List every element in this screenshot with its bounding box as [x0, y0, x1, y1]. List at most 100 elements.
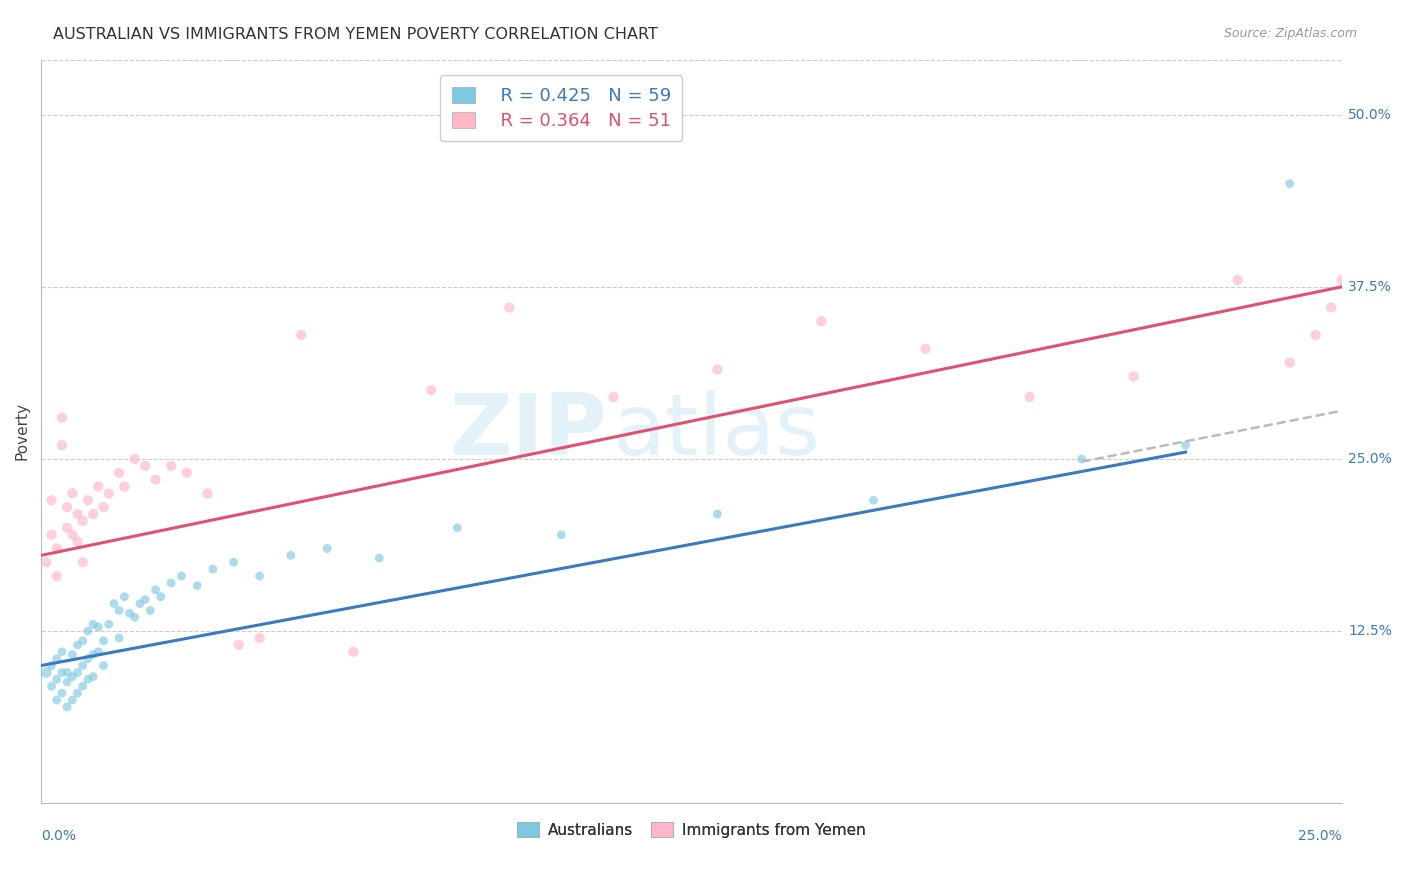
Point	[1278, 177, 1301, 191]
Point	[77, 624, 100, 639]
Text: 25.0%: 25.0%	[1298, 830, 1341, 843]
Point	[72, 555, 94, 569]
Point	[862, 493, 884, 508]
Point	[149, 590, 172, 604]
Point	[498, 301, 520, 315]
Text: 50.0%: 50.0%	[1348, 108, 1392, 121]
Text: ZIP: ZIP	[449, 390, 607, 473]
Point	[51, 686, 73, 700]
Text: AUSTRALIAN VS IMMIGRANTS FROM YEMEN POVERTY CORRELATION CHART: AUSTRALIAN VS IMMIGRANTS FROM YEMEN POVE…	[53, 27, 658, 42]
Point	[108, 466, 131, 480]
Point	[186, 579, 208, 593]
Point	[118, 606, 141, 620]
Point	[160, 576, 183, 591]
Point	[706, 362, 728, 376]
Point	[60, 527, 83, 541]
Text: Source: ZipAtlas.com: Source: ZipAtlas.com	[1223, 27, 1357, 40]
Point	[602, 390, 624, 404]
Point	[706, 507, 728, 521]
Point	[60, 669, 83, 683]
Point	[72, 514, 94, 528]
Point	[342, 645, 364, 659]
Point	[124, 452, 146, 467]
Point	[56, 521, 79, 535]
Point	[1122, 369, 1144, 384]
Point	[87, 479, 110, 493]
Point	[222, 555, 245, 569]
Point	[77, 651, 100, 665]
Point	[108, 603, 131, 617]
Point	[176, 466, 198, 480]
Point	[82, 617, 104, 632]
Point	[160, 458, 183, 473]
Point	[93, 658, 115, 673]
Point	[134, 592, 156, 607]
Point	[1226, 273, 1249, 287]
Point	[41, 527, 63, 541]
Point	[139, 603, 162, 617]
Point	[82, 669, 104, 683]
Point	[280, 549, 302, 563]
Point	[145, 473, 167, 487]
Point	[66, 686, 89, 700]
Point	[35, 555, 58, 569]
Point	[249, 631, 271, 645]
Point	[45, 541, 67, 556]
Point	[56, 665, 79, 680]
Text: 25.0%: 25.0%	[1348, 452, 1392, 466]
Point	[550, 527, 572, 541]
Point	[45, 693, 67, 707]
Point	[1018, 390, 1040, 404]
Point	[97, 617, 120, 632]
Point	[446, 521, 468, 535]
Point	[56, 500, 79, 515]
Point	[1174, 438, 1197, 452]
Point	[810, 314, 832, 328]
Point	[51, 645, 73, 659]
Point	[316, 541, 339, 556]
Point	[35, 665, 58, 680]
Point	[1330, 273, 1353, 287]
Point	[45, 569, 67, 583]
Point	[93, 500, 115, 515]
Point	[134, 458, 156, 473]
Point	[103, 597, 125, 611]
Text: 0.0%: 0.0%	[41, 830, 76, 843]
Point	[66, 638, 89, 652]
Point	[41, 493, 63, 508]
Point	[72, 679, 94, 693]
Point	[60, 648, 83, 662]
Point	[45, 651, 67, 665]
Point	[97, 486, 120, 500]
Point	[1320, 301, 1343, 315]
Point	[87, 620, 110, 634]
Point	[72, 633, 94, 648]
Point	[197, 486, 219, 500]
Point	[41, 679, 63, 693]
Point	[82, 648, 104, 662]
Point	[170, 569, 193, 583]
Point	[145, 582, 167, 597]
Point	[124, 610, 146, 624]
Point	[1305, 328, 1327, 343]
Text: 12.5%: 12.5%	[1348, 624, 1392, 638]
Point	[914, 342, 936, 356]
Point	[51, 665, 73, 680]
Point	[1372, 232, 1395, 246]
Point	[1278, 355, 1301, 369]
Point	[87, 645, 110, 659]
Text: atlas: atlas	[613, 390, 821, 473]
Point	[249, 569, 271, 583]
Point	[108, 631, 131, 645]
Point	[201, 562, 224, 576]
Point	[420, 383, 443, 397]
Point	[1382, 218, 1405, 232]
Point	[290, 328, 312, 343]
Point	[1341, 259, 1364, 273]
Y-axis label: Poverty: Poverty	[15, 402, 30, 460]
Point	[77, 493, 100, 508]
Point	[129, 597, 152, 611]
Point	[368, 551, 391, 566]
Point	[72, 658, 94, 673]
Point	[112, 479, 135, 493]
